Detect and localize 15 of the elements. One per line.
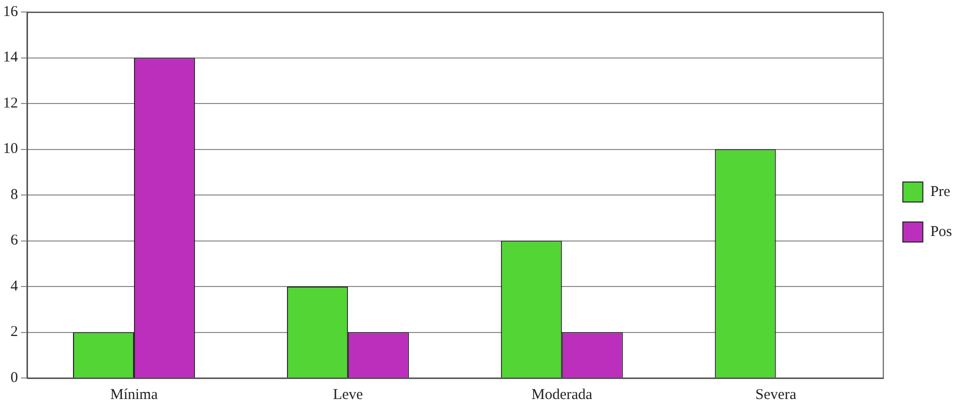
y-tick-label: 2 [10,324,18,340]
x-tick-label: Leve [332,386,364,403]
y-tick-label: 8 [10,186,18,203]
y-tick-label: 10 [3,141,18,158]
x-tick-label: Moderada [531,386,593,403]
y-tick-label: 6 [10,232,18,249]
y-tick-label: 16 [3,4,18,20]
x-tick-label: Severa [755,386,797,403]
y-tick-label: 12 [3,95,18,112]
y-tick-label: 4 [10,278,18,294]
legend-label: Pos [930,224,952,240]
y-tick-label: 14 [3,50,18,66]
legend-label: Pre [930,184,951,200]
y-tick-label: 0 [10,370,18,386]
x-tick-label: Mínima [110,386,158,403]
